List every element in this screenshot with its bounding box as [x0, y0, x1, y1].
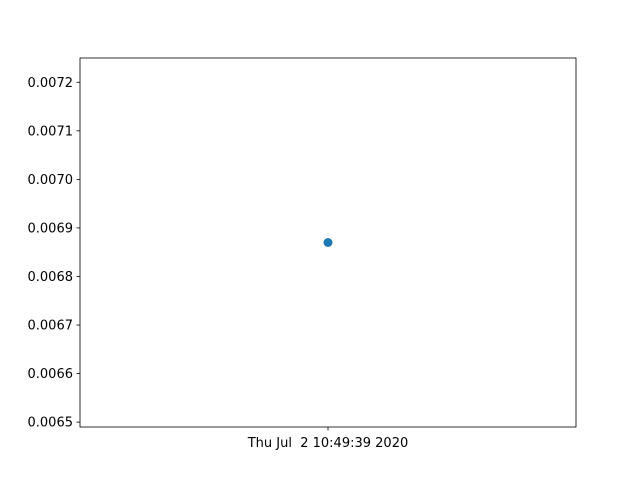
data-point [323, 238, 333, 247]
y-axis: 0.0065 0.0066 0.0067 0.0068 0.0069 0.0070 0.00… [28, 76, 80, 431]
y-tick-label: 0.0066 [28, 367, 74, 382]
data-points [323, 238, 333, 247]
y-tick-label: 0.0069 [28, 221, 74, 236]
x-axis: Thu Jul 2 10:49:39 2020 [247, 427, 409, 451]
y-tick-label: 0.0068 [28, 270, 74, 285]
y-tick-label: 0.0067 [28, 319, 74, 334]
y-tick-label: 0.0065 [28, 416, 74, 431]
y-tick-label: 0.0072 [28, 76, 74, 91]
y-tick-label: 0.0070 [28, 173, 74, 188]
plot-area-frame [79, 57, 577, 428]
x-tick-label: Thu Jul 2 10:49:39 2020 [247, 436, 409, 451]
y-tick-label: 0.0071 [28, 124, 74, 139]
